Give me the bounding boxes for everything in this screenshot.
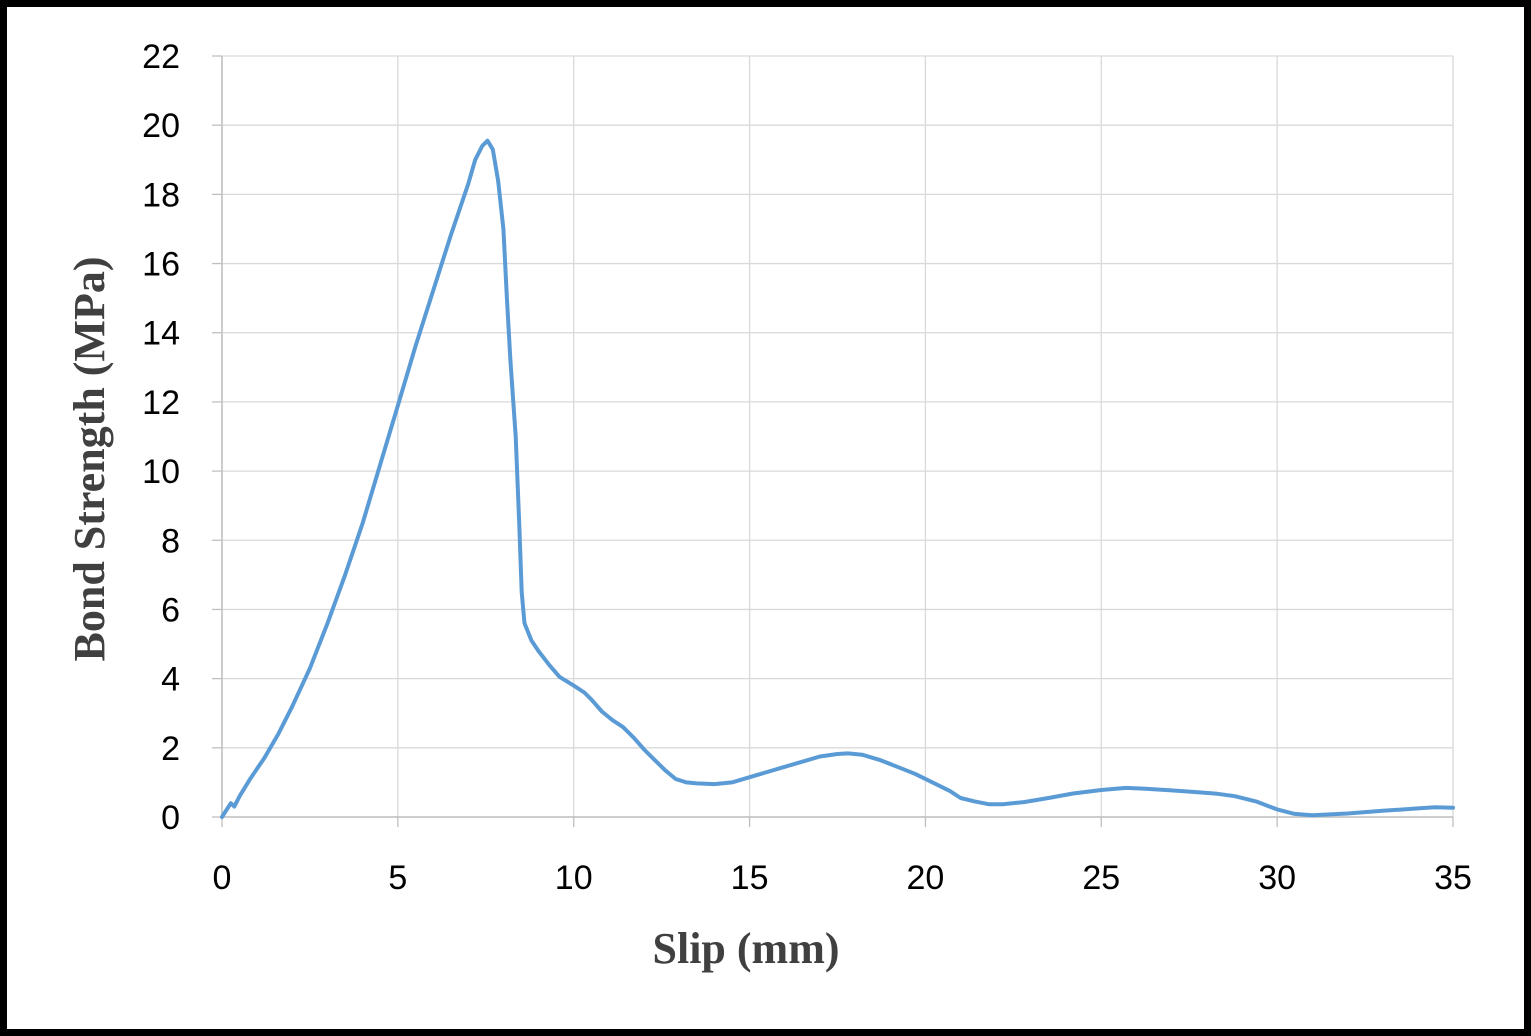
x-tick-label: 5 [388,859,407,897]
bond-slip-curve [220,138,1455,819]
x-tick-label: 0 [213,859,232,897]
y-tick-label: 18 [142,176,180,214]
x-tick-label: 20 [907,859,945,897]
grid-lines [221,55,1454,818]
x-tick-label: 25 [1082,859,1120,897]
x-tick-label: 10 [555,859,593,897]
x-tick-label: 30 [1258,859,1296,897]
axes [212,55,1454,827]
series-layer [220,138,1455,819]
y-tick-label: 10 [142,453,180,491]
x-tick-labels: 0 5 10 15 20 25 30 35 [213,859,1472,897]
x-tick-label: 35 [1434,859,1472,897]
y-axis-title: Bond Strength (MPa) [65,257,114,662]
x-tick-label: 15 [731,859,769,897]
y-tick-label: 22 [142,38,180,76]
y-tick-label: 12 [142,384,180,422]
y-tick-label: 4 [161,661,180,699]
y-tick-label: 20 [142,107,180,145]
y-tick-label: 2 [161,730,180,768]
y-tick-label: 14 [142,315,180,353]
y-tick-labels: 0 2 4 6 8 10 12 14 16 18 20 22 [142,38,180,837]
y-tick-label: 0 [161,799,180,837]
y-tick-label: 8 [161,522,180,560]
y-tick-label: 6 [161,591,180,629]
y-tick-label: 16 [142,246,180,284]
x-axis-title: Slip (mm) [653,924,840,973]
